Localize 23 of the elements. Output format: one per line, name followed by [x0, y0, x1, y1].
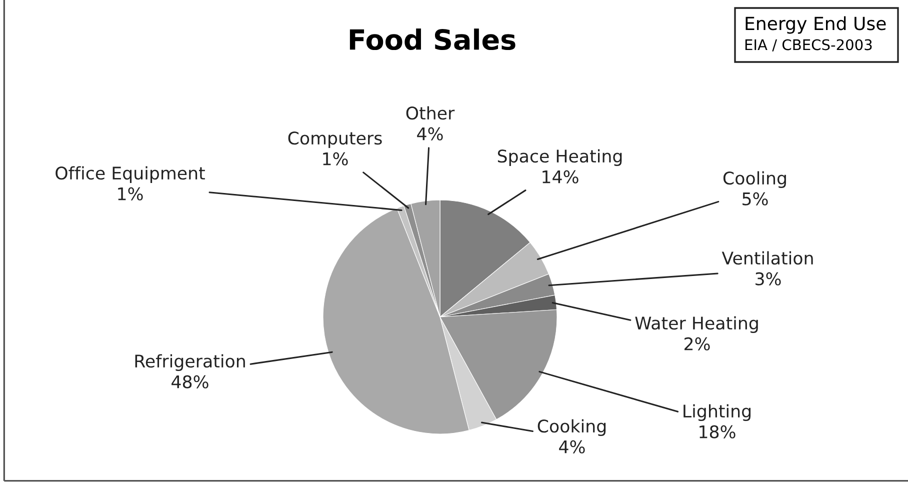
data-label: 1% [118, 187, 143, 200]
data-label: 2% [684, 337, 710, 350]
data-label: 3% [756, 272, 781, 286]
slice-label: Cooking [538, 419, 606, 436]
slice-label: Computers [288, 132, 382, 148]
data-label: 48% [172, 375, 208, 388]
data-label: 18% [700, 425, 736, 438]
data-label: 4% [559, 440, 585, 454]
slice-label: Water Heating [635, 316, 758, 334]
slice-label: Office Equipment [56, 166, 205, 184]
slice-label: Ventilation [722, 251, 813, 265]
data-label: 4% [417, 127, 443, 140]
text: Energy End Use [746, 16, 886, 34]
chart-title: Food Sales [350, 28, 516, 50]
slice-label: Space Heating [498, 149, 622, 166]
data-label: 5% [742, 192, 768, 206]
data-label: 14% [542, 170, 578, 184]
slice-label: Lighting [684, 404, 751, 422]
text: EIA / CBECS-2003 [745, 39, 872, 52]
data-label: 1% [323, 152, 348, 166]
slice-label: Refrigeration [135, 354, 245, 372]
slice-label: Cooling [723, 171, 786, 188]
slice-label: Other [406, 106, 455, 120]
